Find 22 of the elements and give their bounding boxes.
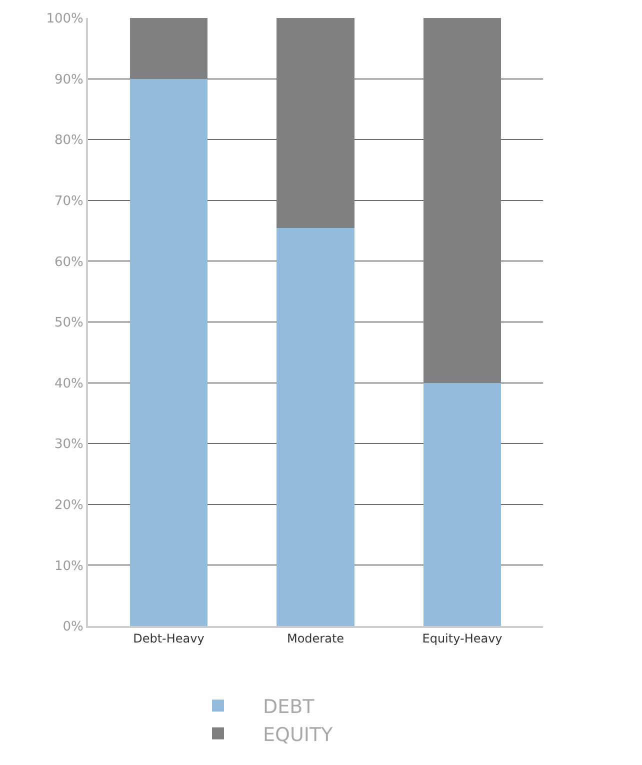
y-tick-label: 0% (62, 620, 84, 635)
y-tick-label: 40% (54, 376, 84, 392)
bar (423, 18, 502, 383)
x-tick-label: Debt-Heavy (133, 631, 204, 646)
y-tick-label: 50% (54, 316, 84, 331)
y-tick-label: 90% (54, 72, 84, 88)
legend-label: EQUITY (263, 724, 334, 746)
x-tick-label: Equity-Heavy (422, 631, 502, 646)
y-tick-label: 30% (54, 437, 84, 452)
bar (130, 78, 208, 626)
y-tick-label: 70% (54, 194, 84, 209)
bar (276, 228, 354, 626)
y-tick-label: 100% (46, 12, 84, 27)
x-tick-label: Moderate (286, 631, 344, 646)
y-tick-label: 10% (54, 558, 84, 574)
bar (130, 18, 208, 79)
y-tick-label: 60% (54, 254, 84, 270)
bar (423, 382, 502, 626)
y-tick-label: 80% (54, 133, 84, 148)
legend-label: DEBT (263, 696, 315, 718)
y-tick-label: 20% (54, 498, 84, 513)
bar (276, 18, 354, 228)
